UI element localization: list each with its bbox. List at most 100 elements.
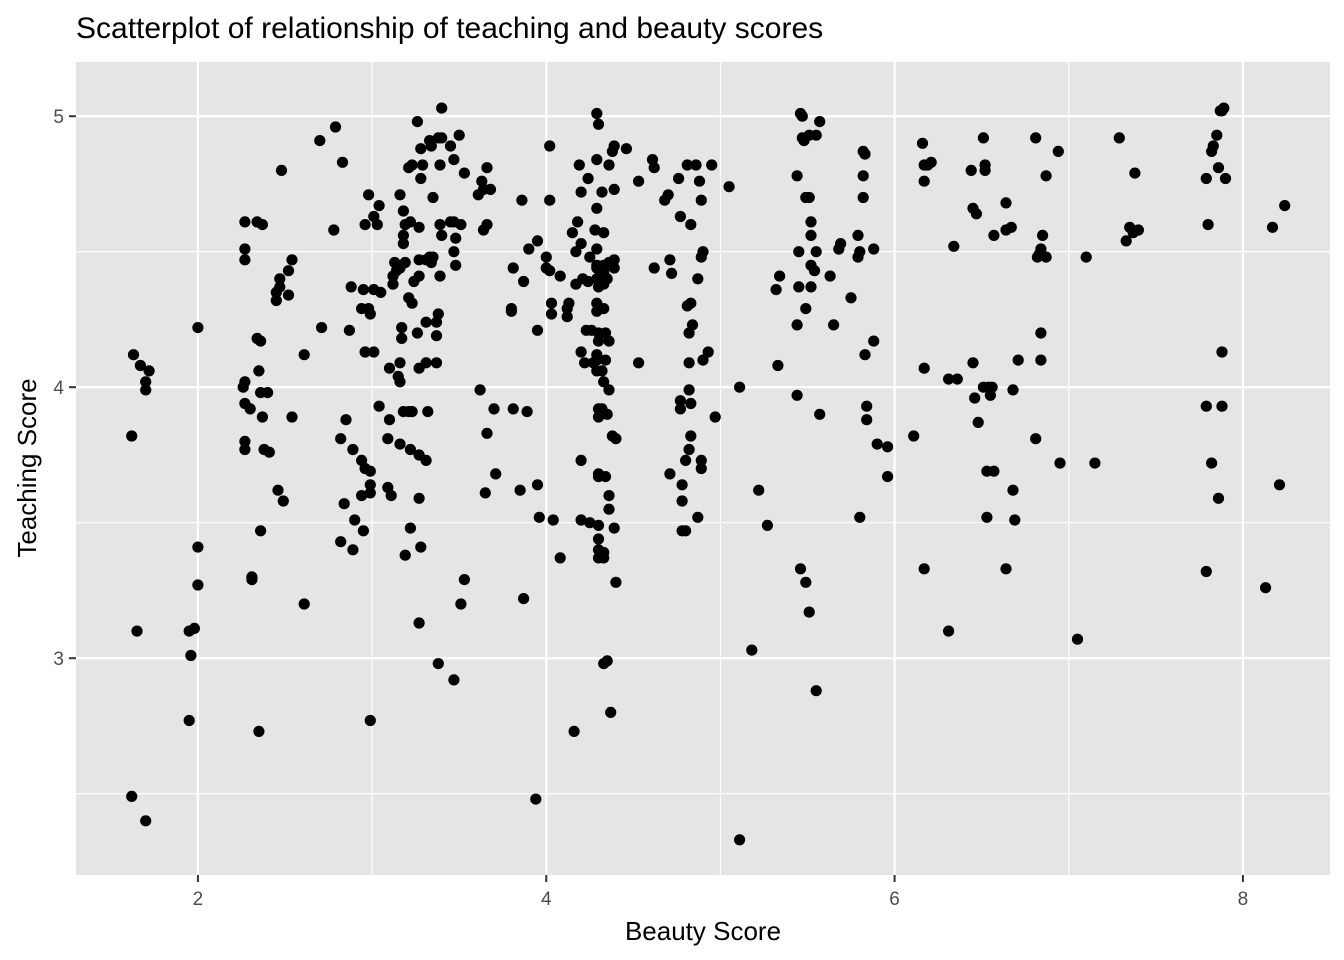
data-point [127, 349, 140, 361]
data-point [805, 229, 817, 241]
data-point [648, 162, 660, 174]
data-point [918, 362, 930, 374]
data-point [1035, 327, 1047, 339]
data-point [345, 281, 357, 293]
data-point [810, 685, 822, 697]
data-point [697, 354, 709, 366]
data-point [601, 655, 613, 667]
y-tick-label: 4 [53, 378, 64, 399]
x-axis: 2 4 6 8 [193, 875, 1249, 910]
data-point [988, 229, 1000, 241]
y-tick-label: 3 [53, 649, 64, 670]
x-tick-label: 2 [193, 889, 204, 910]
data-point [695, 251, 707, 263]
data-point [450, 259, 462, 271]
x-tick-label: 6 [889, 889, 900, 910]
data-point [1054, 457, 1066, 469]
data-point [382, 433, 394, 445]
data-point [596, 365, 608, 377]
data-point [544, 194, 556, 206]
data-point [481, 427, 493, 439]
data-point [531, 324, 544, 336]
data-point [262, 387, 274, 399]
data-point [340, 414, 352, 426]
data-point [126, 790, 138, 803]
data-point [1120, 235, 1132, 247]
data-point [709, 411, 721, 423]
data-point [791, 319, 803, 331]
data-point [1273, 479, 1286, 491]
data-point [814, 408, 826, 420]
data-point [185, 649, 197, 662]
data-point [479, 487, 491, 499]
data-point [387, 278, 399, 290]
data-point [364, 714, 376, 727]
data-point [854, 246, 866, 258]
data-point [1037, 229, 1049, 241]
data-point [413, 221, 425, 233]
data-point [582, 275, 594, 288]
data-point [425, 140, 437, 152]
data-point [336, 156, 349, 168]
data-point [1040, 251, 1052, 263]
data-point [143, 365, 155, 377]
data-point [734, 834, 746, 846]
data-point [857, 170, 869, 182]
data-point [430, 330, 443, 342]
data-point [793, 246, 805, 258]
x-tick-label: 8 [1238, 889, 1249, 910]
data-point [948, 240, 960, 252]
data-point [432, 658, 444, 670]
data-point [685, 397, 697, 410]
data-point [601, 408, 613, 420]
data-point [444, 216, 457, 228]
data-point [347, 443, 359, 456]
data-point [192, 322, 204, 334]
data-point [589, 224, 601, 236]
data-point [683, 443, 695, 456]
data-point [563, 297, 575, 309]
data-point [192, 579, 204, 591]
data-point [1005, 221, 1017, 233]
data-point [397, 205, 409, 217]
data-point [685, 297, 697, 309]
data-point [436, 229, 448, 241]
data-point [270, 294, 282, 307]
data-point [329, 121, 342, 133]
data-point [192, 541, 204, 553]
data-point [413, 492, 425, 504]
data-point [255, 335, 267, 347]
data-point [547, 514, 559, 526]
data-point [1089, 457, 1101, 469]
data-point [680, 454, 692, 466]
data-point [575, 346, 587, 358]
data-point [286, 254, 298, 266]
data-point [1216, 346, 1228, 358]
data-point [845, 292, 857, 304]
data-point [882, 471, 894, 483]
data-point [490, 468, 502, 480]
data-point [253, 725, 265, 738]
data-point [256, 219, 268, 231]
data-point [584, 251, 596, 263]
data-point [448, 246, 460, 258]
data-point [1200, 172, 1212, 185]
data-point [986, 381, 998, 393]
data-point [943, 373, 955, 385]
data-point [734, 381, 746, 393]
data-point [1080, 251, 1092, 263]
data-point [430, 357, 443, 369]
data-point [770, 284, 782, 296]
data-point [690, 159, 702, 171]
data-point [582, 172, 594, 185]
data-point [591, 154, 603, 166]
data-point [868, 335, 880, 347]
data-point [272, 484, 284, 496]
data-point [375, 286, 387, 298]
data-point [364, 308, 376, 320]
data-point [603, 503, 615, 515]
data-point [396, 322, 408, 334]
data-point [608, 183, 620, 195]
data-point [598, 227, 610, 239]
